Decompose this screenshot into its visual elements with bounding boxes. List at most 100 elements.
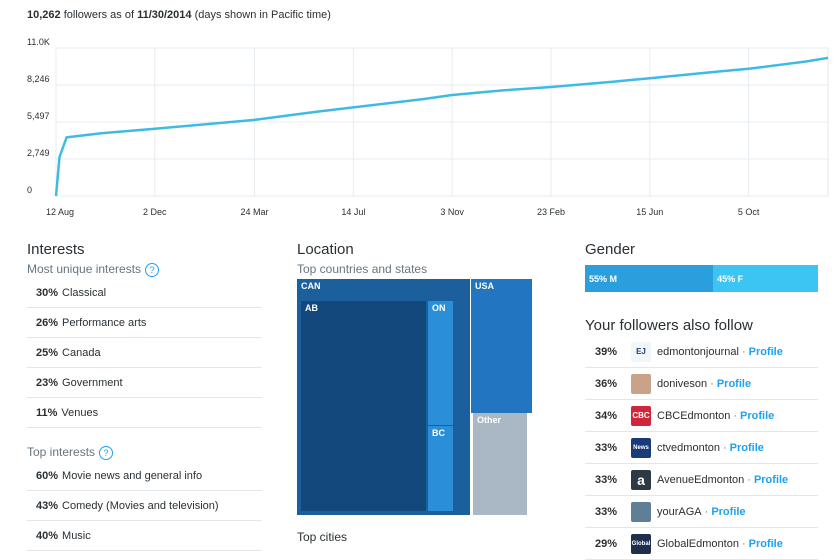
- help-icon[interactable]: ?: [99, 445, 114, 460]
- top-interests-label: Top interests?: [27, 445, 114, 460]
- y-tick-label: 2,749: [27, 148, 50, 158]
- x-tick-label: 2 Dec: [143, 207, 167, 217]
- y-tick-label: 8,246: [27, 74, 50, 84]
- treemap-other-label: Other: [477, 415, 502, 425]
- separator: ·: [741, 537, 746, 550]
- account-name[interactable]: ctvedmonton: [657, 441, 720, 454]
- help-icon[interactable]: ?: [145, 262, 160, 277]
- profile-link[interactable]: Profile: [716, 377, 752, 390]
- interest-percent: 11%: [36, 407, 58, 419]
- also-follow-percent: 29%: [595, 537, 618, 550]
- interest-name: Government: [62, 377, 123, 389]
- account-name[interactable]: yourAGA: [657, 505, 702, 518]
- gender-female: 45% F: [713, 265, 818, 292]
- interest-name: Venues: [61, 407, 99, 419]
- followers-summary: 10,262 followers as of 11/30/2014 (days …: [27, 9, 331, 21]
- unique-interests-label: Most unique interests?: [27, 262, 160, 277]
- also-follow-percent: 33%: [595, 473, 618, 486]
- treemap-bc-label: BC: [432, 428, 445, 438]
- interest-row: 30% Classical: [27, 278, 262, 308]
- treemap-canada-label: CAN: [301, 281, 321, 291]
- top-interests-list: 60% Movie news and general info 43% Comedy …: [27, 461, 262, 551]
- account-name[interactable]: CBCEdmonton: [657, 409, 731, 422]
- location-sub: Top countries and states: [297, 262, 428, 276]
- avatar[interactable]: a: [631, 469, 651, 490]
- interest-row: 40% Music: [27, 521, 262, 551]
- treemap-usa[interactable]: USA: [471, 279, 532, 413]
- top-interests-text: Top interests: [27, 445, 96, 459]
- treemap-other[interactable]: Other: [473, 413, 527, 515]
- profile-link[interactable]: Profile: [753, 473, 789, 486]
- top-cities-label: Top cities: [297, 530, 348, 544]
- separator: ·: [710, 377, 714, 390]
- interest-percent: 40%: [36, 530, 59, 542]
- summary-middle: followers as of: [60, 9, 138, 21]
- account-name[interactable]: GlobalEdmonton: [657, 537, 739, 550]
- gender-male-label: 55% M: [589, 273, 618, 284]
- x-tick-label: 3 Nov: [440, 207, 464, 217]
- x-tick-label: 5 Oct: [738, 207, 760, 217]
- summary-tail: (days shown in Pacific time): [191, 9, 331, 21]
- gender-title: Gender: [585, 241, 636, 258]
- interest-name: Canada: [62, 347, 101, 359]
- profile-link[interactable]: Profile: [748, 537, 783, 550]
- followers-chart: 0 2,749 5,497 8,246 11.0K 12 Aug 2 Dec 24 Mar 14…: [27, 37, 829, 217]
- interest-row: 26% Performance arts: [27, 308, 262, 338]
- account-name[interactable]: doniveson: [657, 377, 708, 390]
- also-follow-title: Your followers also follow: [585, 317, 753, 334]
- separator: ·: [722, 441, 727, 454]
- y-tick-label: 11.0K: [27, 37, 50, 47]
- treemap-ontario[interactable]: ON: [428, 301, 453, 425]
- interest-name: Performance arts: [62, 317, 147, 329]
- location-treemap: CAN AB ON BC USA Other: [297, 279, 532, 515]
- avatar[interactable]: CBC: [631, 405, 651, 426]
- also-follow-row: 33% a AvenueEdmonton · Profile: [585, 464, 818, 496]
- gender-male: 55% M: [585, 265, 714, 292]
- interest-name: Music: [62, 530, 91, 542]
- also-follow-percent: 39%: [595, 345, 618, 358]
- avatar[interactable]: [631, 501, 651, 522]
- also-follow-percent: 33%: [595, 505, 618, 518]
- treemap-alberta[interactable]: AB: [301, 301, 426, 511]
- summary-date: 11/30/2014: [137, 9, 192, 21]
- x-tick-label: 14 Jul: [341, 207, 365, 217]
- avatar[interactable]: EJ: [631, 341, 651, 362]
- unique-interests-list: 30% Classical 26% Performance arts 25% Canada…: [27, 278, 262, 428]
- interest-percent: 30%: [36, 287, 59, 299]
- interest-percent: 23%: [36, 377, 59, 389]
- interests-title: Interests: [27, 241, 85, 258]
- x-tick-label: 23 Feb: [537, 207, 565, 217]
- also-follow-row: 34% CBC CBCEdmonton · Profile: [585, 400, 818, 432]
- treemap-usa-label: USA: [475, 281, 495, 291]
- interest-row: 11% Venues: [27, 398, 262, 428]
- profile-link[interactable]: Profile: [711, 505, 746, 518]
- also-follow-percent: 34%: [595, 409, 618, 422]
- account-name[interactable]: AvenueEdmonton: [657, 473, 745, 486]
- also-follow-percent: 36%: [595, 377, 618, 390]
- avatar[interactable]: News: [631, 437, 651, 458]
- interest-row: 23% Government: [27, 368, 262, 398]
- separator: ·: [733, 409, 738, 422]
- profile-link[interactable]: Profile: [729, 441, 764, 454]
- profile-link[interactable]: Profile: [740, 409, 775, 422]
- follower-count: 10,262: [27, 9, 61, 21]
- also-follow-percent: 33%: [595, 441, 618, 454]
- interest-row: 25% Canada: [27, 338, 262, 368]
- location-title: Location: [297, 241, 354, 258]
- interest-row: 60% Movie news and general info: [27, 461, 262, 491]
- avatar[interactable]: [631, 373, 651, 394]
- interest-percent: 25%: [36, 347, 59, 359]
- treemap-british-columbia[interactable]: BC: [428, 426, 453, 511]
- followers-line: [54, 56, 829, 197]
- also-follow-row: 29% Global GlobalEdmonton · Profile: [585, 528, 818, 560]
- profile-link[interactable]: Profile: [748, 345, 783, 358]
- interest-row: 43% Comedy (Movies and television): [27, 491, 262, 521]
- separator: ·: [741, 345, 746, 358]
- account-name[interactable]: edmontonjournal: [657, 345, 739, 358]
- also-follow-list: 39% EJ edmontonjournal · Profile 36% doniveson…: [585, 336, 818, 560]
- treemap-alberta-label: AB: [305, 303, 318, 313]
- x-tick-label: 24 Mar: [241, 207, 269, 217]
- interest-name: Comedy (Movies and television): [62, 500, 219, 512]
- avatar[interactable]: Global: [631, 533, 651, 554]
- x-tick-label: 15 Jun: [636, 207, 663, 217]
